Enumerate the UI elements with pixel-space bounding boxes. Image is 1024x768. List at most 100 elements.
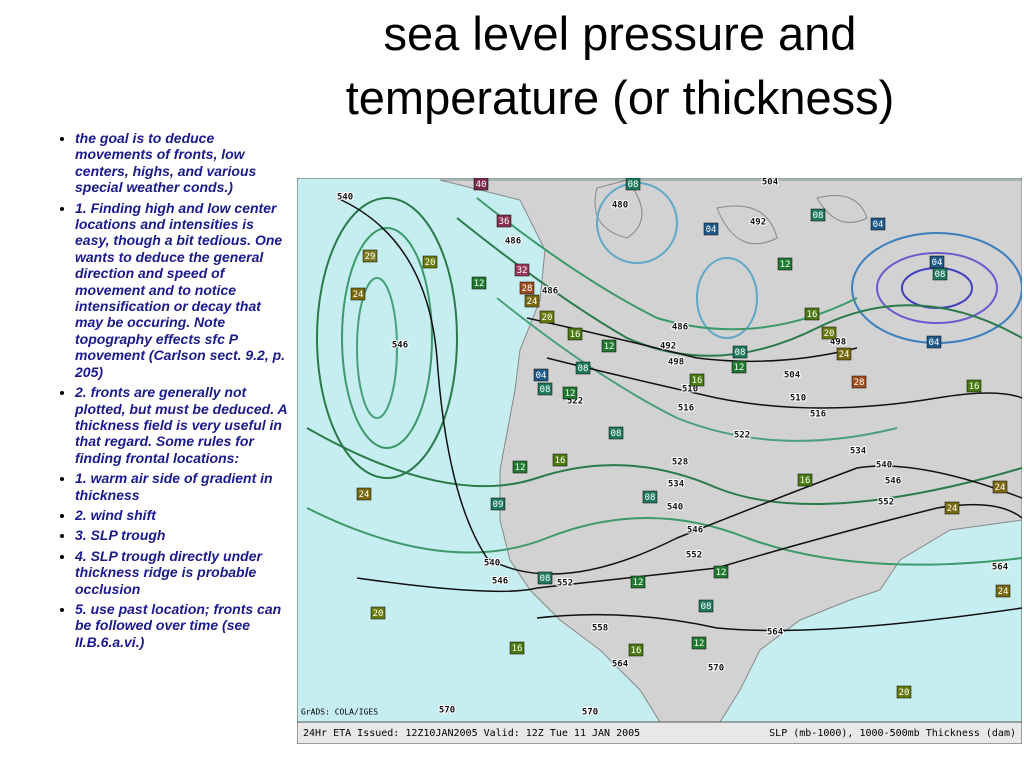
pressure-label: 09 [493,500,504,510]
pressure-label-box [350,287,366,301]
pressure-label: 24 [947,504,958,514]
bullet: 4. SLP trough directly under thickness r… [75,548,288,597]
thickness-label: 570 [439,706,455,716]
map-caption: 24Hr ETA Issued: 12Z10JAN2005 Valid: 12Z… [303,728,640,739]
bullet: 1. warm air side of gradient in thicknes… [75,470,288,503]
map-labels: 540 546 540 546 552 558 564 570 570 570 564 552 546 5… [336,178,1011,719]
pressure-label: 16 [570,330,581,340]
thickness-label: 498 [668,358,684,368]
pressure-label: 16 [807,310,818,320]
pressure-label-box [539,310,555,324]
map-credit: GrADS: COLA/IGES [301,708,378,717]
pressure-label: 20 [425,258,436,268]
pressure-label-box [926,335,942,349]
pressure-label: 16 [512,644,523,654]
pressure-label-box [370,606,386,620]
pressure-label: 04 [929,338,940,348]
thickness-label: 510 [790,394,806,404]
thickness-label: 486 [505,237,521,247]
thickness-label: 564 [767,628,784,638]
pressure-label: 16 [631,646,642,656]
pressure-label: 24 [995,483,1006,493]
title-line: sea level pressure and [383,7,857,60]
thickness-label: 492 [750,218,766,228]
thickness-label: 534 [850,447,867,457]
pressure-label: 24 [353,290,364,300]
thickness-label: 534 [668,480,685,490]
pressure-label-box [698,599,714,613]
thickness-label: 564 [612,660,629,670]
pressure-label: 32 [517,266,528,276]
pressure-label: 04 [873,220,884,230]
pressure-label: 04 [536,371,547,381]
map-land [439,179,1022,723]
pressure-label-box [896,685,912,699]
pressure-label: 24 [527,297,538,307]
thickness-label: 480 [612,201,628,211]
pressure-label-box [422,255,438,269]
pressure-label-box [362,249,378,263]
pressure-label-box [642,490,658,504]
pressure-label: 08 [735,348,746,358]
bullet: 2. fronts are generally not plotted, but… [75,384,288,466]
pressure-label-box [870,217,886,231]
pressure-label-box [810,208,826,222]
thickness-label: 552 [878,498,894,508]
pressure-label-box [625,178,641,191]
pressure-label-box [608,426,624,440]
pressure-label-box [567,327,583,341]
thickness-label: 516 [810,410,826,420]
pressure-label-box [804,307,820,321]
thickness-label: 522 [734,431,750,441]
pressure-label: 12 [565,389,576,399]
pressure-label-box [836,347,852,361]
pressure-label-box [992,480,1008,494]
pressure-label: 20 [824,329,835,339]
pressure-label-box [628,643,644,657]
pressure-label: 29 [365,252,376,262]
caption-bar [297,721,1022,744]
thickness-label: 528 [672,458,688,468]
pressure-label-box [537,571,553,585]
pressure-label-box [689,373,705,387]
thickness-label: 570 [708,664,724,674]
pressure-label-box [537,382,553,396]
pressure-label: 12 [716,568,727,578]
thickness-label: 486 [542,287,558,297]
bullet: 3. SLP trough [75,527,288,543]
thickness-label: 552 [686,551,702,561]
pressure-label-box [713,565,729,579]
pressure-label-box [533,368,549,382]
pressure-label-box [552,453,568,467]
pressure-label: 16 [555,456,566,466]
thickness-label: 498 [830,338,846,348]
pressure-label-box [731,360,747,374]
pressure-label-box [601,339,617,353]
weather-map: 540 546 540 546 552 558 564 570 570 570 564 552 546 5… [297,178,1022,744]
pressure-label: 20 [373,609,384,619]
pressure-label-box [524,294,540,308]
pressure-label-box [490,497,506,511]
pressure-label-box [851,375,867,389]
contours [306,182,1022,566]
thickness-label: 540 [484,559,500,569]
pressure-label-box [471,276,487,290]
thickness-label: 504 [784,371,801,381]
pressure-label: 28 [854,378,865,388]
title-line: temperature (or thickness) [345,71,895,124]
pressure-label-box [514,263,530,277]
thickness-label: 546 [687,526,703,536]
pressure-label: 12 [515,463,526,473]
thickness-label: 516 [678,404,694,414]
thickness-label: 486 [672,323,688,333]
pressure-label: 28 [522,284,533,294]
pressure-label: 08 [540,574,551,584]
pressure-label: 08 [701,602,712,612]
pressure-label-box [944,501,960,515]
thickness-label: 570 [582,708,598,718]
pressure-label-box [519,281,535,295]
pressure-label-box [691,636,707,650]
bullet: the goal is to deduce movements of front… [75,130,288,196]
thickness-label: 552 [557,579,573,589]
bullet: 5. use past location; fronts can be foll… [75,601,288,650]
